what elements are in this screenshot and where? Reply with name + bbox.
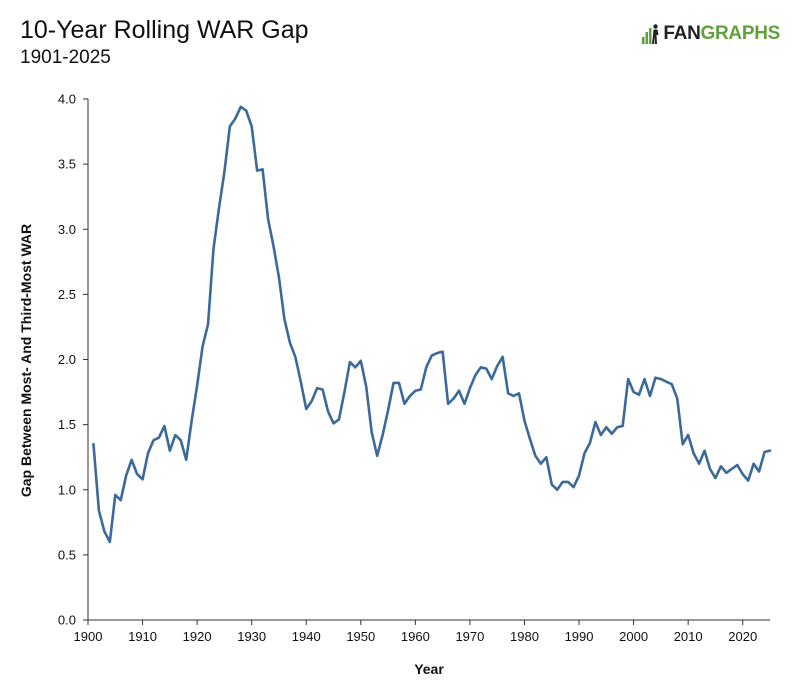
fangraphs-logo-icon (642, 24, 659, 44)
series-line (92, 105, 772, 544)
y-tick-label: 1.0 (58, 482, 76, 497)
y-axis: 0.0 0.5 1.0 1.5 2.0 2.5 3.0 3.5 4.0 (58, 92, 89, 628)
chart-subtitle: 1901-2025 (20, 47, 111, 68)
y-tick-label: 4.0 (58, 92, 76, 107)
y-tick-label: 3.0 (58, 222, 76, 237)
logo-text-fan: FAN (663, 23, 701, 44)
fangraphs-logo: FAN GRAPHS (642, 20, 780, 48)
x-tick-label: 1920 (183, 629, 212, 644)
x-tick-label: 2000 (619, 629, 648, 644)
series-layer (92, 105, 772, 544)
logo-text-graphs: GRAPHS (700, 23, 781, 44)
x-tick-label: 1970 (455, 629, 484, 644)
chart-title: 10-Year Rolling WAR Gap (20, 16, 309, 44)
x-tick-label: 1930 (237, 629, 266, 644)
x-tick-label: 1900 (74, 629, 103, 644)
x-tick-label: 1910 (128, 629, 157, 644)
y-tick-label: 1.5 (58, 417, 76, 432)
x-tick-label: 1990 (565, 629, 594, 644)
x-axis-title: Year (414, 661, 444, 677)
x-tick-label: 1950 (346, 629, 375, 644)
x-axis: 1900 1910 1920 1930 1940 1950 1960 1970 1980 1990… (74, 619, 770, 644)
x-tick-label: 1980 (510, 629, 539, 644)
y-tick-label: 2.0 (58, 352, 76, 367)
y-axis-title: Gap Between Most- And Third-Most WAR (18, 224, 34, 497)
y-tick-label: 0.5 (58, 547, 76, 562)
x-tick-label: 2020 (728, 629, 757, 644)
y-tick-label: 3.5 (58, 157, 76, 172)
y-tick-label: 2.5 (58, 287, 76, 302)
y-tick-label: 0.0 (58, 613, 76, 628)
x-tick-label: 2010 (674, 629, 703, 644)
x-tick-label: 1960 (401, 629, 430, 644)
x-tick-label: 1940 (292, 629, 321, 644)
